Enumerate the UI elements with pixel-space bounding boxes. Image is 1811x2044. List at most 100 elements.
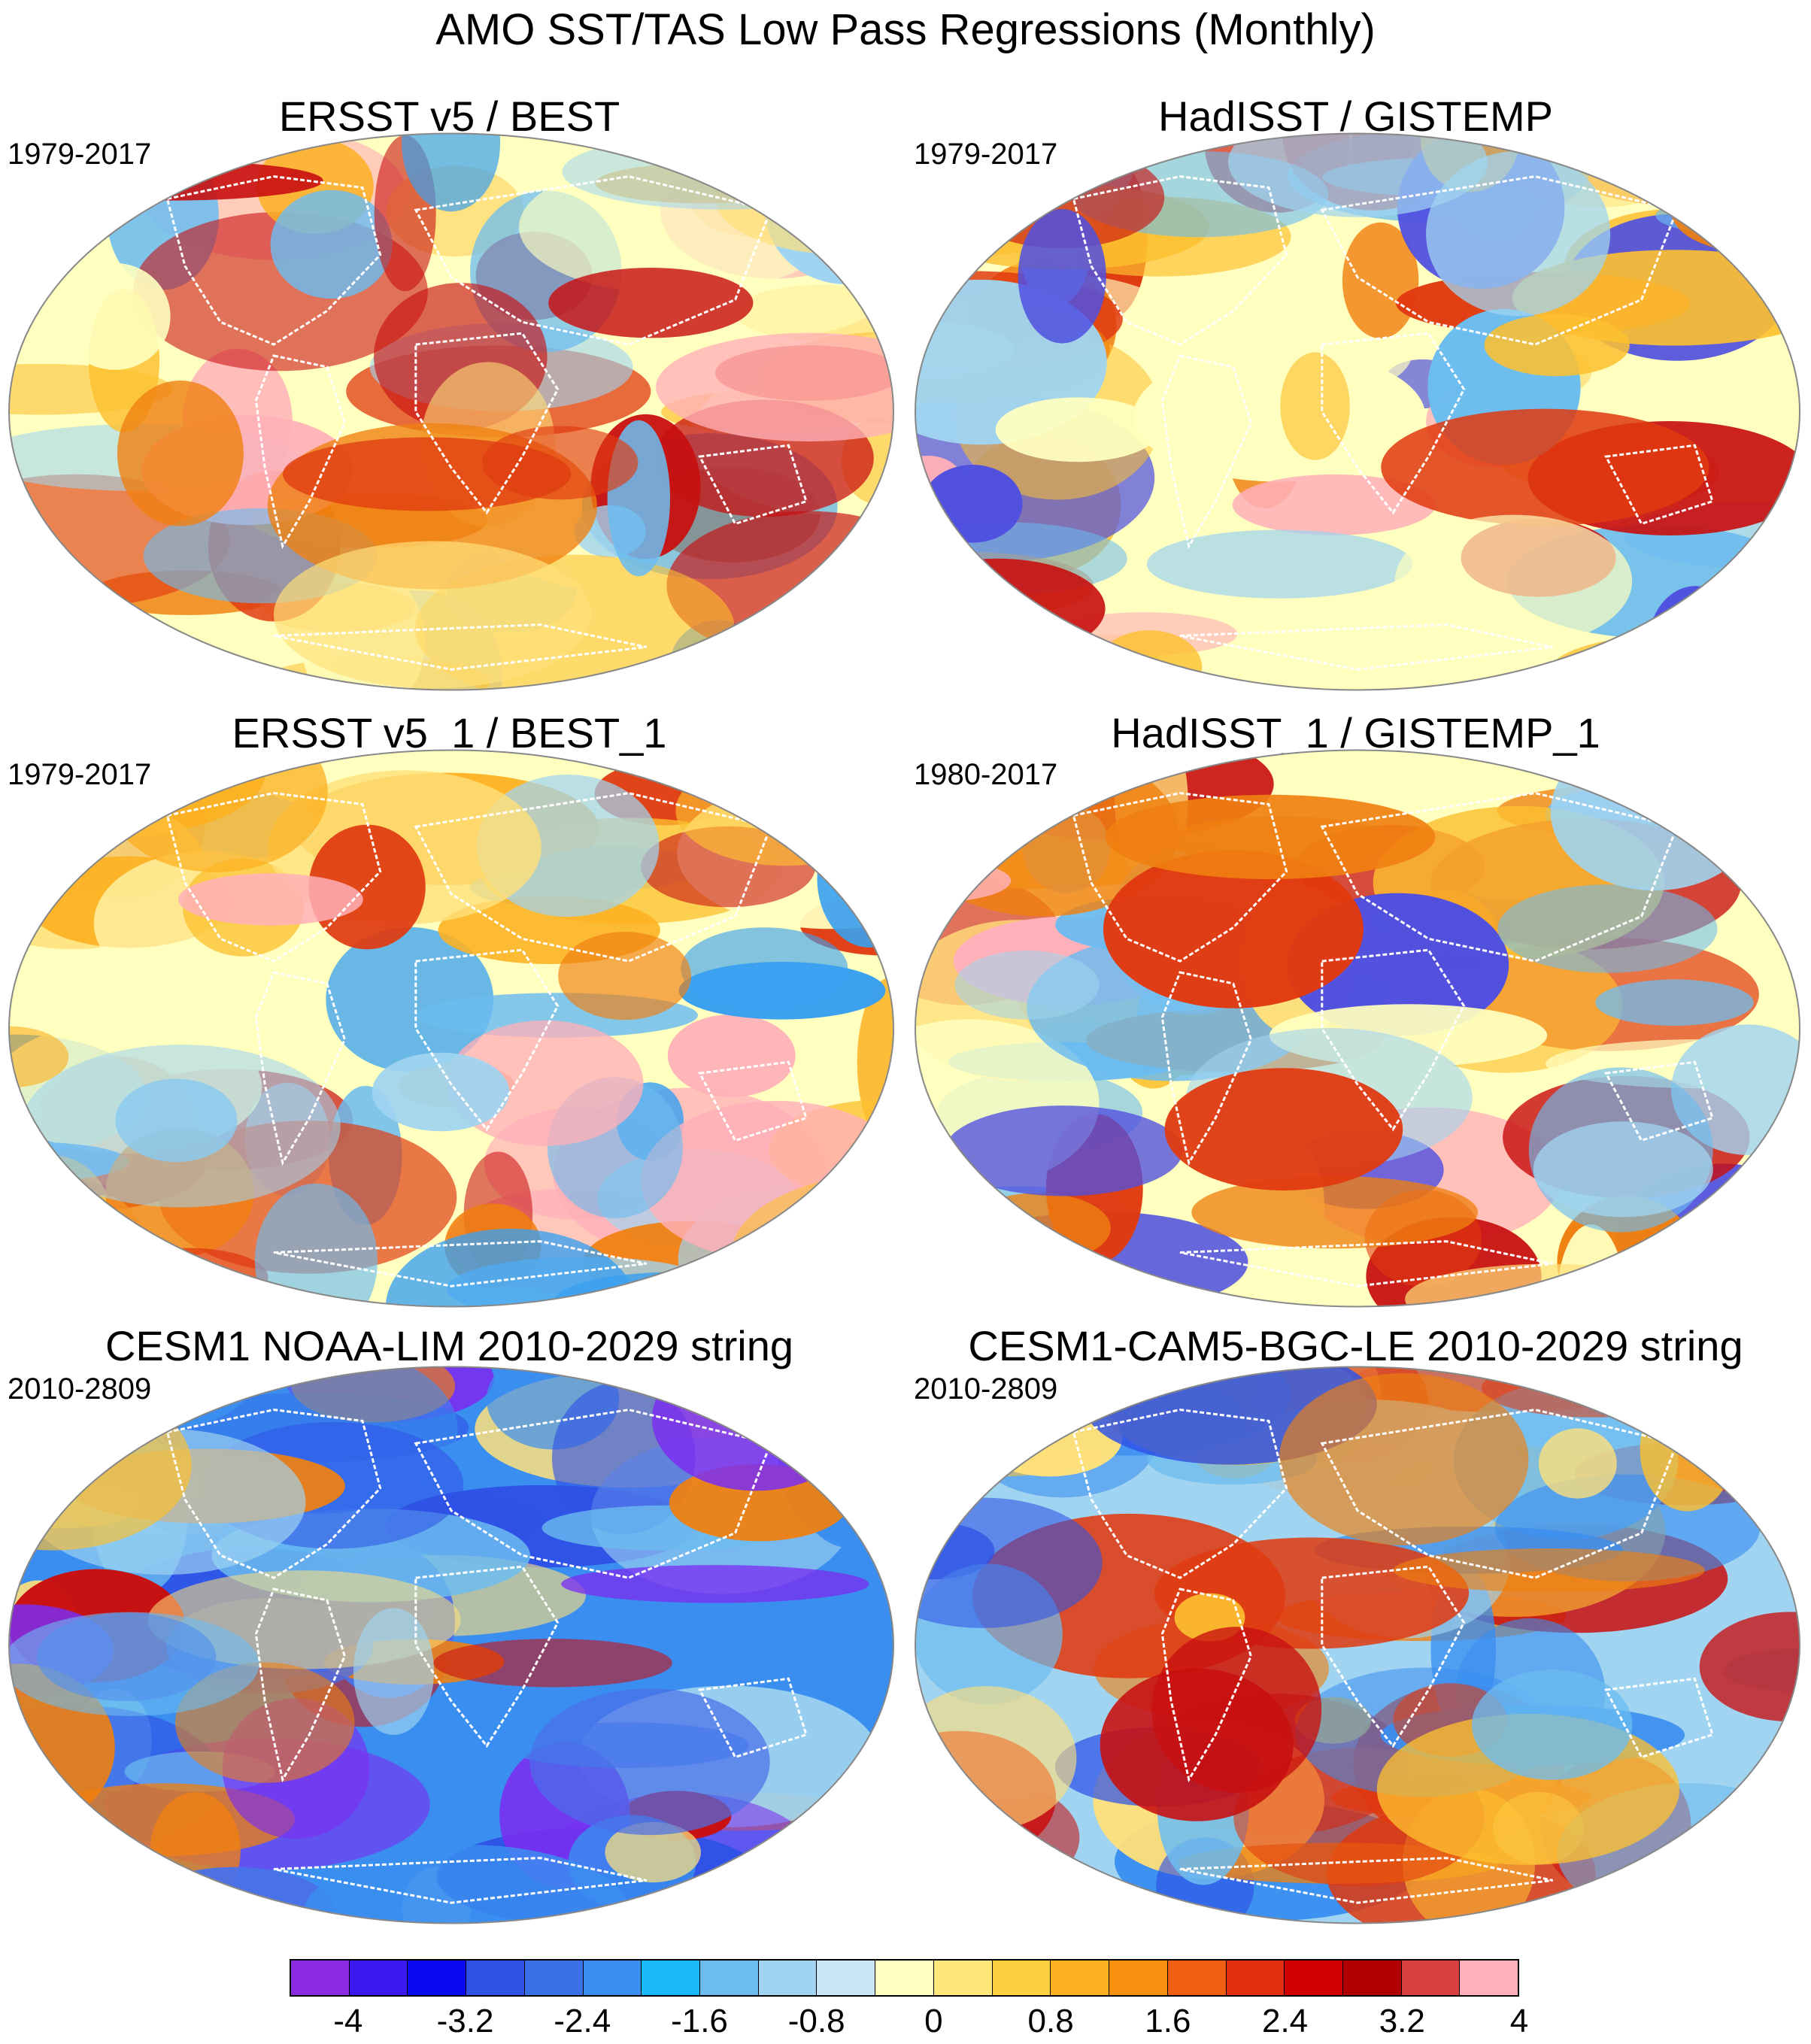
coastline-outline bbox=[414, 1409, 772, 1579]
field-contour-region bbox=[561, 1565, 869, 1603]
field-contour-region bbox=[964, 1193, 1111, 1263]
field-contour-region bbox=[385, 1228, 637, 1307]
field-contour-region bbox=[1484, 314, 1630, 377]
map-hadisst-gistemp-1 bbox=[915, 749, 1800, 1308]
field-contour-region bbox=[308, 824, 426, 950]
panel-period-cesm1-noaa-lim: 2010-2809 bbox=[8, 1372, 152, 1406]
field-contour-region bbox=[667, 1014, 796, 1097]
field-contour-region bbox=[1232, 474, 1436, 535]
field-contour-region bbox=[1700, 133, 1800, 264]
coastline-outline bbox=[273, 1240, 647, 1287]
coastline-outline bbox=[1072, 1409, 1288, 1579]
field-contour-region bbox=[1280, 352, 1350, 460]
coastline-outline bbox=[1160, 971, 1253, 1166]
field-contour-region bbox=[976, 1400, 1123, 1477]
field-contour-region bbox=[372, 1052, 510, 1132]
coastline-outline bbox=[1072, 792, 1288, 963]
field-contour-region bbox=[1640, 1388, 1735, 1512]
colorbar-tick-label: -4 bbox=[333, 2003, 363, 2039]
field-contour-region bbox=[326, 926, 494, 1072]
field-contour-region bbox=[813, 133, 889, 196]
field-contour-region bbox=[9, 1369, 111, 1451]
colorbar-cell bbox=[992, 1961, 1051, 1995]
panel-title-ersst-best: ERSST v5 / BEST bbox=[278, 92, 620, 140]
coastline-outline bbox=[1320, 1409, 1679, 1579]
colorbar-cell bbox=[408, 1961, 467, 1995]
coastline-outline bbox=[254, 1588, 347, 1783]
colorbar-cell bbox=[1342, 1961, 1402, 1995]
field-contour-region bbox=[915, 1196, 1011, 1239]
coastline-outline bbox=[1604, 1060, 1714, 1142]
colorbar-cell bbox=[1401, 1961, 1461, 1995]
field-contour-region bbox=[150, 1792, 241, 1909]
field-contour-region bbox=[937, 1275, 1115, 1307]
colorbar-tick-label: -2.4 bbox=[554, 2003, 611, 2039]
coastline-outline bbox=[165, 175, 382, 346]
panel-period-cesm1-cam5-bgc-le: 2010-2809 bbox=[914, 1372, 1058, 1406]
coastline-outline bbox=[1179, 1240, 1553, 1287]
colorbar-cell bbox=[875, 1961, 934, 1995]
colorbar-cell bbox=[349, 1961, 408, 1995]
panel-title-hadisst-gistemp-1: HadISST_1 / GISTEMP_1 bbox=[1111, 709, 1600, 757]
colorbar-cell bbox=[1167, 1961, 1227, 1995]
field-contour-region bbox=[714, 633, 893, 690]
field-contour-region bbox=[23, 133, 128, 234]
field-contour-region bbox=[1103, 850, 1364, 1008]
field-contour-region bbox=[1146, 529, 1413, 599]
map-border bbox=[915, 1366, 1800, 1924]
field-contour-region bbox=[1472, 1669, 1633, 1780]
colorbar-cell bbox=[700, 1961, 759, 1995]
colorbar-cell bbox=[583, 1961, 642, 1995]
coastline-outline bbox=[254, 971, 347, 1166]
field-contour-region bbox=[353, 1608, 435, 1735]
colorbar-tick-label: -3.2 bbox=[436, 2003, 494, 2039]
colorbar-cell bbox=[758, 1961, 818, 1995]
colorbar-tick-label: 4 bbox=[1509, 2003, 1529, 2039]
colorbar-cell bbox=[466, 1961, 525, 1995]
map-hadisst-gistemp bbox=[915, 132, 1800, 691]
coastline-outline bbox=[165, 1409, 382, 1579]
field-contour-region bbox=[402, 133, 501, 212]
coastline-outline bbox=[1321, 948, 1466, 1132]
field-contour-region bbox=[302, 1845, 633, 1924]
map-cesm1-cam5-bgc-le bbox=[915, 1366, 1800, 1924]
colorbar-cell bbox=[1460, 1961, 1518, 1995]
field-contour-region bbox=[1105, 794, 1436, 879]
panel-period-ersst-best-1: 1979-2017 bbox=[8, 758, 152, 791]
field-contour-region bbox=[1426, 151, 1611, 317]
field-contour-region bbox=[20, 160, 323, 201]
field-contour-region bbox=[1699, 1612, 1800, 1722]
colorbar-cell bbox=[1226, 1961, 1285, 1995]
map-border bbox=[915, 749, 1800, 1308]
field-contour-region bbox=[178, 873, 363, 926]
field-contour-region bbox=[1021, 1366, 1088, 1421]
field-contour-region bbox=[270, 190, 393, 299]
field-contour-region bbox=[678, 962, 886, 1020]
field-contour-region bbox=[944, 1105, 1183, 1196]
field-contour-region bbox=[696, 1368, 836, 1406]
field-contour-region bbox=[1381, 408, 1709, 526]
colorbar-cell bbox=[291, 1961, 350, 1995]
field-contour-region bbox=[924, 1366, 1110, 1427]
field-contour-region bbox=[675, 755, 893, 866]
colorbar bbox=[290, 1959, 1519, 1997]
map-border bbox=[8, 749, 894, 1308]
field-contour-region bbox=[1164, 1068, 1403, 1191]
coastline-outline bbox=[1179, 1857, 1553, 1904]
coastline-outline bbox=[1321, 332, 1466, 515]
map-ersst-best-1 bbox=[8, 749, 894, 1308]
colorbar-cell bbox=[1285, 1961, 1343, 1995]
field-contour-region bbox=[283, 437, 572, 511]
field-contour-region bbox=[605, 1821, 701, 1883]
coastline-outline bbox=[414, 792, 772, 963]
field-contour-region bbox=[9, 1026, 69, 1088]
coastline-outline bbox=[1604, 444, 1714, 526]
coastline-outline bbox=[414, 332, 560, 515]
coastline-outline bbox=[1072, 175, 1288, 346]
coastline-outline bbox=[1179, 623, 1553, 671]
panel-title-cesm1-noaa-lim: CESM1 NOAA-LIM 2010-2029 string bbox=[105, 1322, 794, 1369]
coastline-outline bbox=[414, 175, 772, 346]
colorbar-tick-label: 0.8 bbox=[1027, 2003, 1074, 2039]
map-ersst-best bbox=[8, 132, 894, 691]
coastline-outline bbox=[1320, 175, 1679, 346]
